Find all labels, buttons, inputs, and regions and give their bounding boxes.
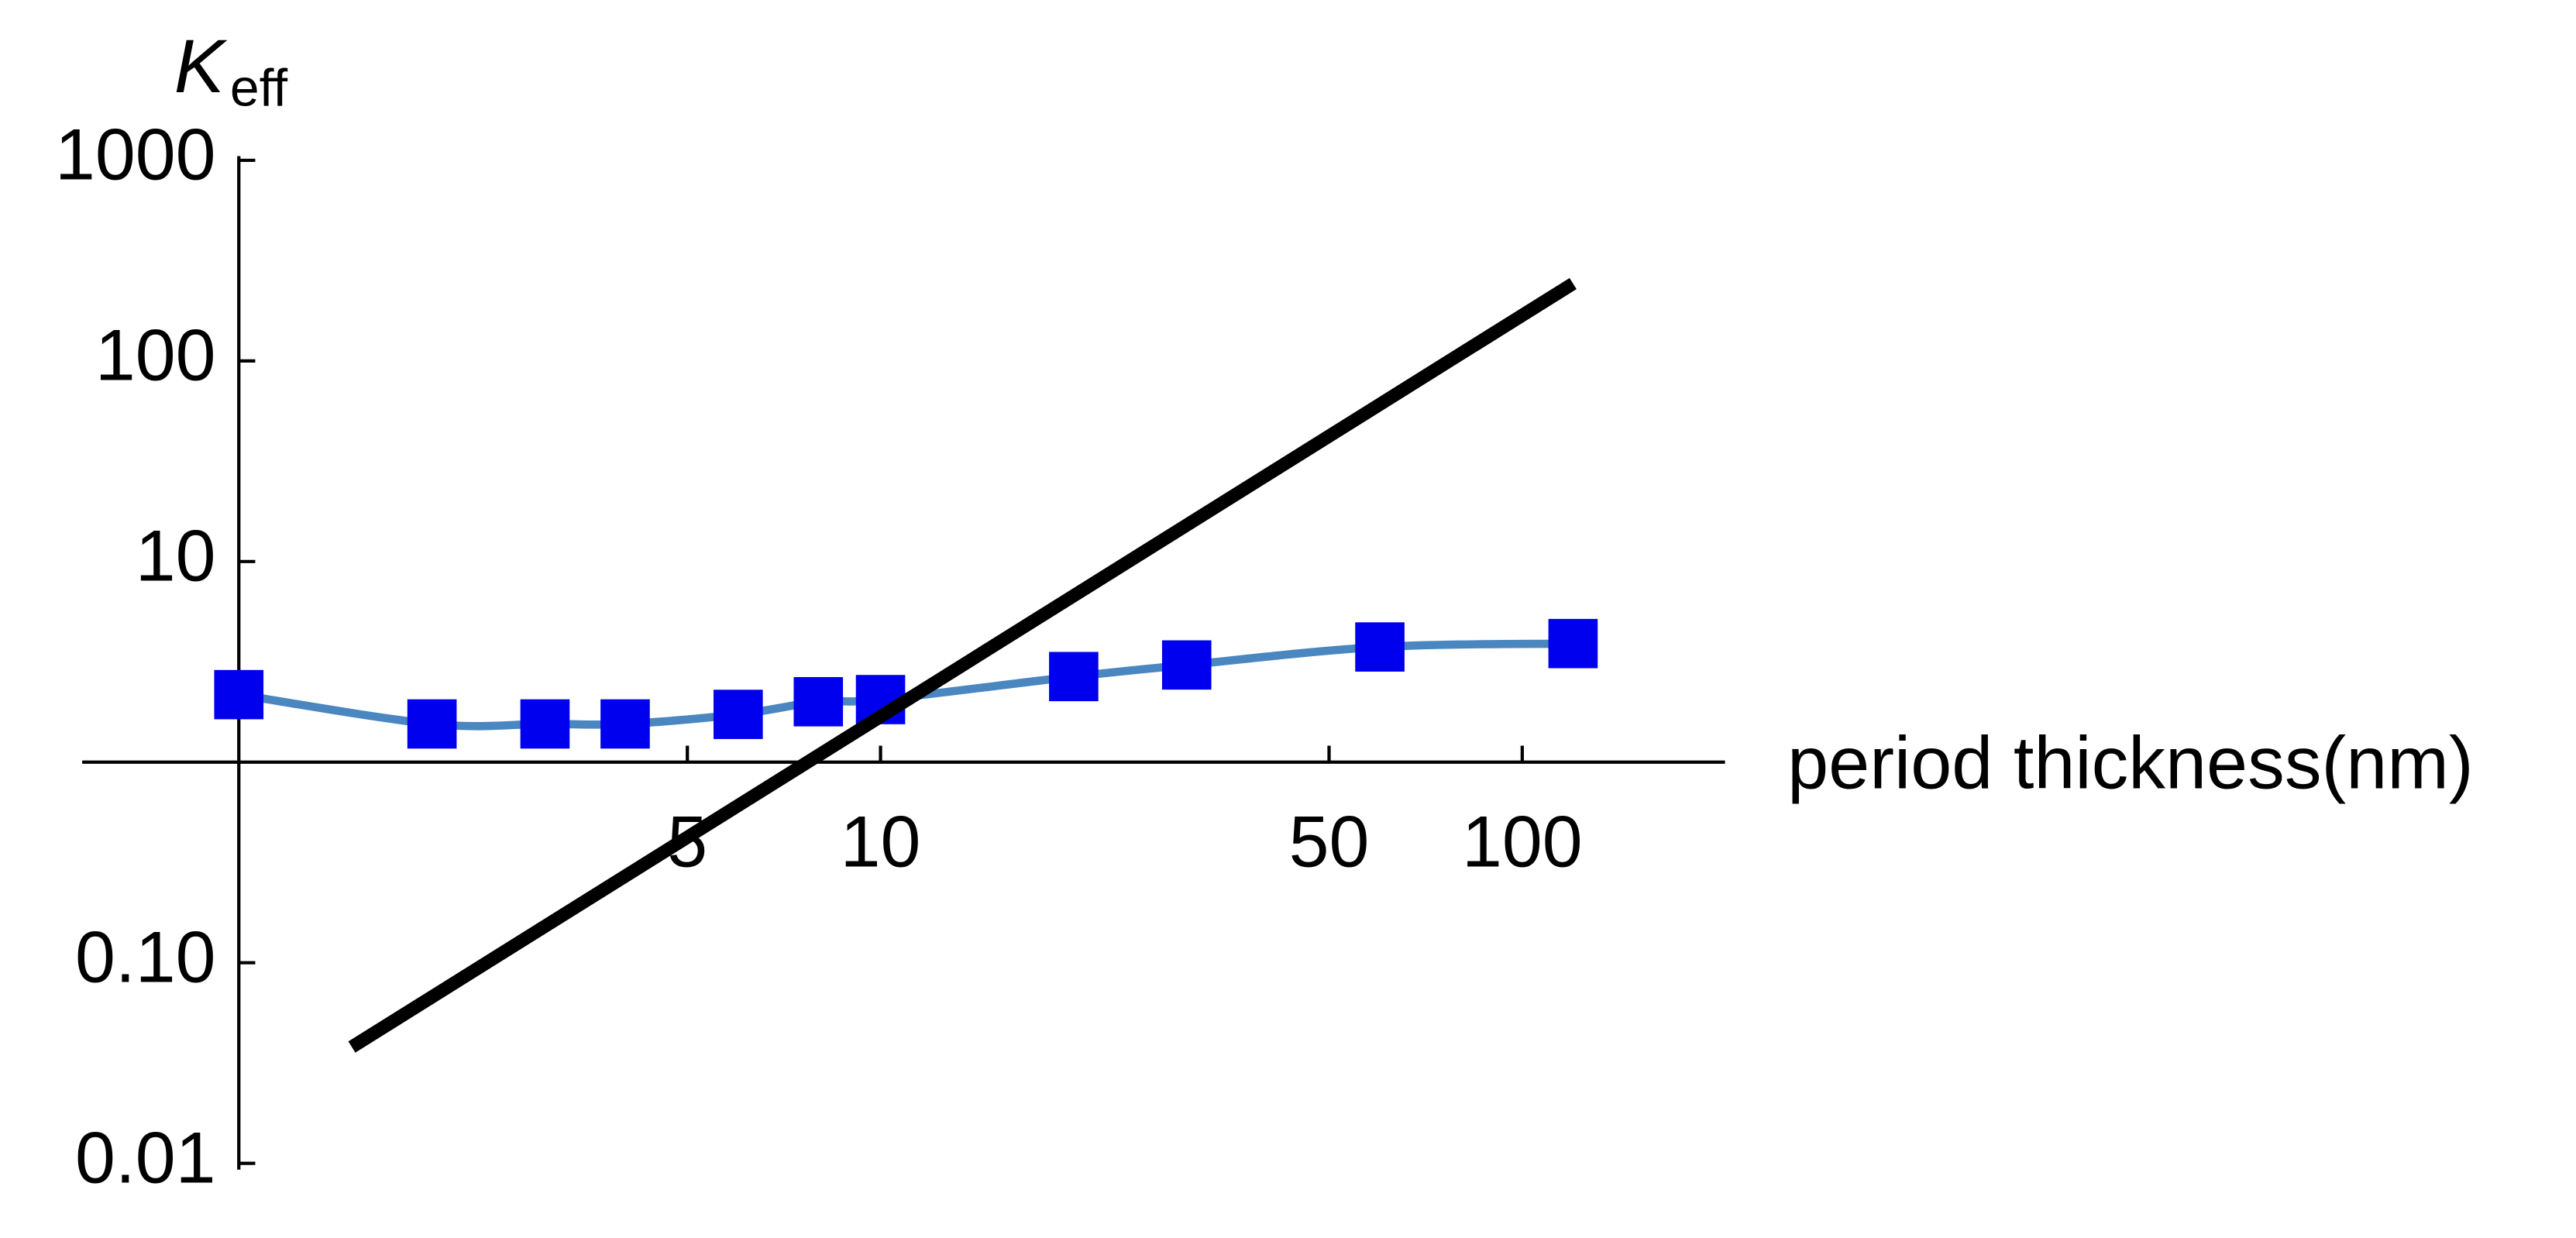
data-point	[520, 699, 570, 749]
data-point	[1548, 618, 1598, 669]
y-axis-label: K	[174, 24, 228, 108]
y-tick-label: 10	[136, 515, 216, 596]
x-axis-label: period thickness(nm)	[1787, 723, 2474, 805]
x-tick-label: 50	[1289, 802, 1370, 882]
data-point	[1355, 622, 1405, 672]
y-tick-label: 1000	[55, 115, 216, 195]
series-line	[348, 277, 1577, 1053]
data-point	[1049, 652, 1099, 702]
y-axis-label-subscript: eff	[230, 60, 287, 118]
x-tick-label: 100	[1462, 802, 1583, 882]
data-point	[214, 669, 264, 720]
data-point	[713, 689, 763, 739]
y-tick-label: 0.01	[75, 1117, 216, 1198]
data-point	[600, 699, 650, 749]
data-point	[793, 676, 844, 727]
data-point	[407, 699, 457, 749]
data-point	[1161, 640, 1212, 690]
x-tick-label: 10	[841, 802, 921, 882]
y-tick-label: 100	[95, 315, 216, 396]
y-tick-label: 0.10	[75, 916, 216, 997]
